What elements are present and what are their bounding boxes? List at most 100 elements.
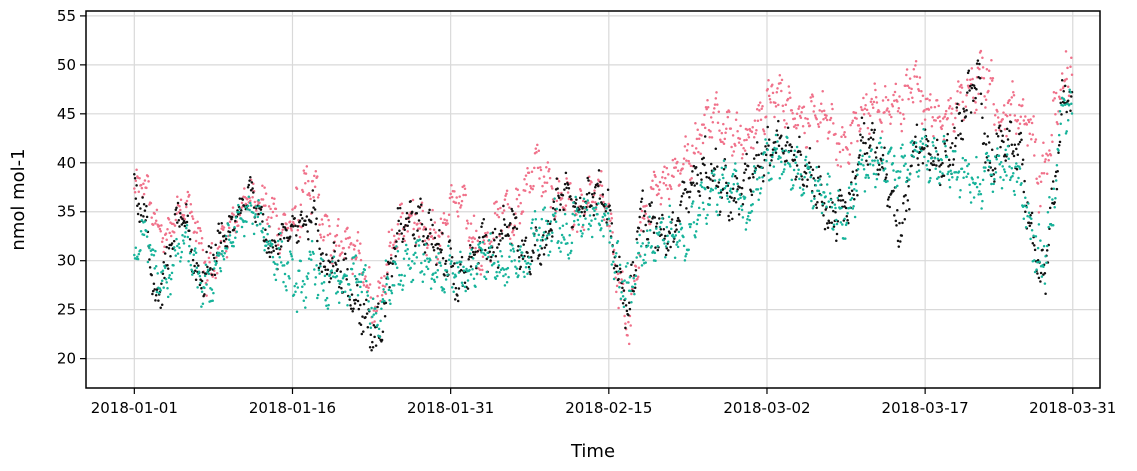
data-point (830, 221, 834, 224)
data-point (1058, 110, 1062, 113)
data-point (450, 183, 453, 187)
data-point (259, 211, 263, 215)
data-point (717, 181, 721, 184)
data-point (493, 238, 496, 242)
data-point (944, 144, 947, 148)
data-point (191, 258, 195, 262)
data-point (993, 155, 997, 158)
data-point (314, 222, 318, 226)
data-point (1070, 112, 1074, 115)
data-point (403, 274, 406, 277)
data-point (791, 111, 794, 115)
data-point (306, 193, 309, 197)
data-point (140, 186, 144, 190)
data-point (964, 115, 968, 118)
data-point (475, 264, 478, 268)
data-point (1057, 144, 1061, 147)
data-point (942, 174, 946, 178)
data-point (898, 221, 901, 225)
data-point (790, 145, 794, 149)
data-point (897, 245, 901, 248)
data-point (471, 257, 475, 260)
data-point (961, 156, 965, 160)
data-point (157, 291, 161, 295)
data-point (240, 217, 243, 220)
data-point (1055, 187, 1059, 191)
data-point (162, 286, 165, 289)
data-point (715, 210, 718, 213)
data-point (798, 186, 802, 189)
x-tick-label: 2018-03-31 (1029, 399, 1116, 417)
data-point (809, 96, 812, 99)
data-point (697, 190, 701, 193)
data-point (806, 178, 809, 181)
data-point (662, 238, 666, 242)
data-point (252, 191, 255, 194)
data-point (390, 274, 394, 278)
data-point (981, 116, 984, 120)
data-point (735, 190, 739, 193)
data-point (295, 234, 298, 237)
data-point (328, 232, 332, 235)
data-point (158, 287, 162, 290)
data-point (1003, 127, 1007, 131)
data-point (752, 190, 755, 193)
data-point (703, 135, 707, 138)
data-point (591, 195, 595, 199)
data-point (655, 227, 658, 230)
data-point (1030, 217, 1033, 220)
data-point (151, 289, 155, 293)
data-point (764, 115, 768, 118)
data-point (841, 199, 845, 202)
data-point (675, 228, 678, 231)
data-point (576, 218, 580, 222)
data-point (1014, 165, 1017, 168)
data-point (413, 221, 416, 225)
data-point (271, 255, 275, 259)
data-point (594, 201, 597, 204)
data-point (252, 206, 256, 209)
data-point (951, 163, 955, 167)
data-point (295, 282, 298, 285)
data-point (883, 146, 886, 150)
data-point (584, 217, 587, 220)
data-point (508, 222, 512, 225)
data-point (543, 206, 547, 209)
data-point (839, 221, 843, 224)
data-point (868, 163, 872, 166)
data-point (638, 233, 641, 237)
data-point (840, 194, 843, 197)
data-point (1046, 211, 1050, 214)
data-point (667, 215, 671, 219)
data-point (665, 166, 669, 170)
data-point (154, 249, 157, 253)
data-point (326, 233, 330, 237)
data-point (288, 277, 291, 280)
data-point (1066, 66, 1069, 70)
data-point (972, 196, 976, 199)
data-point (381, 330, 385, 333)
data-point (430, 234, 434, 238)
data-point (867, 137, 870, 141)
data-point (468, 243, 472, 247)
data-point (457, 287, 461, 290)
data-point (741, 153, 745, 156)
data-point (836, 196, 840, 200)
data-point (1018, 167, 1022, 170)
data-point (624, 297, 627, 301)
data-point (806, 117, 809, 121)
data-point (990, 79, 994, 82)
data-point (845, 221, 849, 225)
y-tick-label: 45 (57, 105, 76, 123)
data-point (439, 251, 443, 254)
data-point (504, 273, 507, 276)
data-point (987, 89, 990, 93)
data-point (503, 223, 507, 227)
data-point (283, 226, 287, 229)
data-point (512, 213, 516, 216)
data-point (717, 110, 721, 114)
data-point (387, 288, 391, 292)
data-point (474, 285, 477, 288)
data-point (917, 163, 920, 167)
data-point (923, 109, 926, 112)
